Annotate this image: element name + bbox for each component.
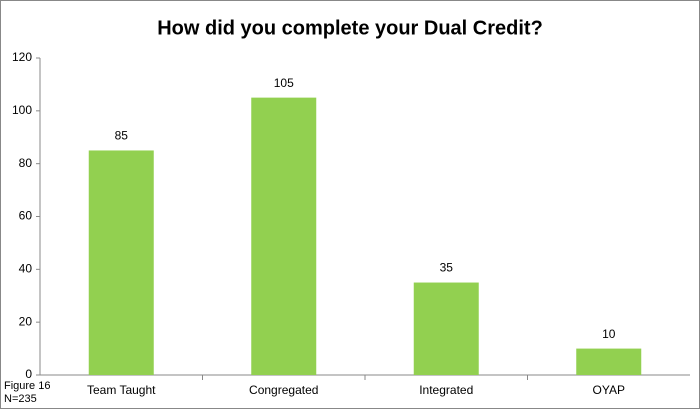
- annotation: Figure 16: [4, 380, 50, 392]
- chart-title: How did you complete your Dual Credit?: [157, 17, 543, 39]
- x-tick-label: Congregated: [249, 383, 318, 397]
- y-tick-label: 20: [19, 314, 33, 328]
- data-label: 105: [274, 76, 294, 90]
- y-tick-label: 120: [12, 50, 32, 64]
- bar: [88, 150, 154, 375]
- bar: [576, 348, 642, 375]
- y-tick-label: 100: [12, 103, 32, 117]
- data-label: 10: [602, 327, 616, 341]
- y-tick-label: 80: [19, 156, 33, 170]
- data-label: 85: [115, 129, 129, 143]
- x-tick-label: Team Taught: [87, 383, 156, 397]
- bar: [413, 282, 479, 375]
- annotation: N=235: [4, 393, 37, 405]
- y-tick-label: 60: [19, 209, 33, 223]
- x-tick-label: Integrated: [419, 383, 473, 397]
- x-tick-label: OYAP: [593, 383, 625, 397]
- y-tick-label: 40: [19, 262, 33, 276]
- bar: [251, 97, 317, 375]
- data-label: 35: [440, 261, 454, 275]
- y-tick-label: 0: [25, 367, 32, 381]
